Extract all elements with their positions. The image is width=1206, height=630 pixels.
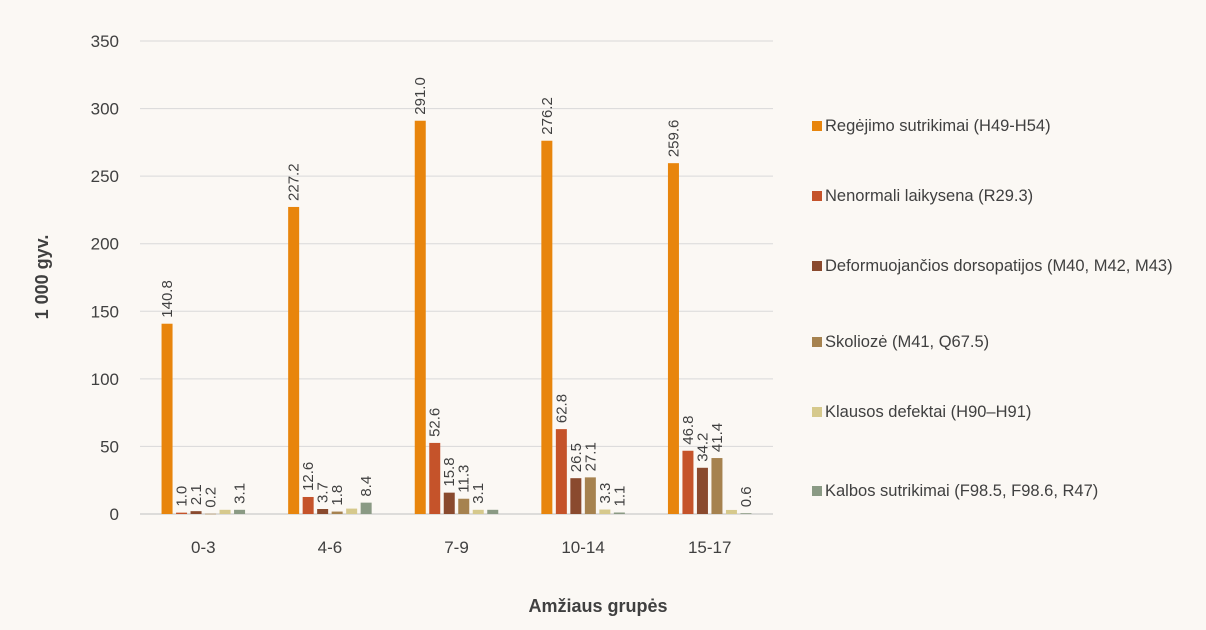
- bar: [740, 513, 752, 514]
- legend-swatch: [812, 261, 822, 271]
- bar: [205, 513, 217, 515]
- y-tick-label: 250: [91, 167, 119, 186]
- data-label: 8.4: [358, 476, 375, 497]
- bar: [696, 467, 708, 514]
- legend-swatch: [812, 121, 822, 131]
- bar: [458, 498, 470, 514]
- y-tick-label: 350: [91, 32, 119, 51]
- legend-swatch: [812, 191, 822, 201]
- data-label: 1.0: [174, 486, 191, 507]
- bar: [331, 511, 343, 514]
- bar: [667, 163, 679, 515]
- data-label: 227.2: [286, 163, 303, 201]
- bar: [219, 509, 231, 514]
- data-label: 46.8: [680, 416, 697, 445]
- data-label: 27.1: [582, 442, 599, 471]
- bar: [613, 512, 625, 514]
- data-label: 52.6: [427, 408, 444, 437]
- data-label: 2.1: [188, 484, 205, 505]
- bar: [176, 512, 188, 514]
- bar: [711, 458, 723, 514]
- data-label: 140.8: [159, 280, 176, 318]
- bar: [472, 509, 484, 514]
- legend-swatch: [812, 486, 822, 496]
- data-label: 0.6: [738, 486, 755, 507]
- bar: [302, 496, 314, 514]
- data-label: 0.2: [203, 487, 220, 508]
- bar: [234, 509, 246, 514]
- bar: [190, 511, 202, 514]
- data-label: 3.1: [470, 483, 487, 504]
- x-tick-label: 0-3: [191, 538, 216, 557]
- legend-label: Klausos defektai (H90–H91): [825, 403, 1032, 421]
- data-label: 259.6: [665, 120, 682, 158]
- data-label: 276.2: [539, 97, 556, 135]
- bar: [682, 450, 694, 514]
- data-label: 41.4: [709, 423, 726, 452]
- bar: [443, 492, 455, 514]
- legend-label: Deformuojančios dorsopatijos (M40, M42, …: [825, 257, 1173, 275]
- bar: [414, 120, 426, 514]
- data-label: 12.6: [300, 462, 317, 491]
- legend-item: Deformuojančios dorsopatijos (M40, M42, …: [812, 254, 1202, 279]
- legend-swatch: [812, 337, 822, 347]
- data-label: 1.1: [611, 486, 628, 507]
- legend-label: Regėjimo sutrikimai (H49-H54): [825, 117, 1051, 135]
- x-axis-title: Amžiaus grupės: [528, 596, 667, 616]
- data-label: 62.8: [553, 394, 570, 423]
- data-label: 15.8: [441, 457, 458, 486]
- bar: [584, 477, 596, 514]
- data-label: 26.5: [568, 443, 585, 472]
- x-tick-label: 15-17: [688, 538, 731, 557]
- y-axis-title: 1 000 gyv.: [32, 235, 52, 320]
- bar: [599, 509, 611, 514]
- bar: [725, 509, 737, 514]
- legend-item: Skoliozė (M41, Q67.5): [812, 330, 1202, 355]
- y-tick-label: 0: [110, 505, 119, 524]
- data-label: 3.1: [232, 483, 249, 504]
- x-tick-label: 7-9: [444, 538, 469, 557]
- legend-item: Nenormali laikysena (R29.3): [812, 184, 1202, 209]
- legend-label: Nenormali laikysena (R29.3): [825, 187, 1034, 205]
- bar: [360, 502, 372, 514]
- legend: Regėjimo sutrikimai (H49-H54) Nenormali l…: [812, 0, 1202, 560]
- x-tick-label: 4-6: [318, 538, 343, 557]
- data-label: 291.0: [412, 77, 429, 115]
- legend-item: Klausos defektai (H90–H91): [812, 400, 1202, 425]
- legend-swatch: [812, 407, 822, 417]
- bar: [288, 206, 300, 514]
- data-label: 3.7: [315, 482, 332, 503]
- y-tick-label: 150: [91, 302, 119, 321]
- bar: [555, 429, 567, 514]
- y-tick-label: 100: [91, 370, 119, 389]
- x-tick-label: 10-14: [561, 538, 604, 557]
- bar: [429, 442, 441, 514]
- bar: [346, 508, 358, 514]
- data-label: 11.3: [456, 465, 473, 493]
- y-tick-label: 200: [91, 235, 119, 254]
- bar: [541, 140, 553, 515]
- bar: [570, 478, 582, 514]
- legend-item: Regėjimo sutrikimai (H49-H54): [812, 114, 1202, 139]
- data-label: 3.3: [597, 483, 614, 504]
- legend-label: Kalbos sutrikimai (F98.5, F98.6, R47): [825, 482, 1099, 500]
- y-tick-label: 300: [91, 100, 119, 119]
- legend-label: Skoliozė (M41, Q67.5): [825, 333, 990, 351]
- bar: [317, 508, 329, 514]
- data-label: 34.2: [694, 433, 711, 462]
- legend-item: Kalbos sutrikimai (F98.5, F98.6, R47): [812, 479, 1202, 504]
- data-label: 1.8: [329, 485, 346, 506]
- y-tick-label: 50: [100, 437, 119, 456]
- bar: [161, 323, 173, 514]
- bar: [487, 509, 499, 514]
